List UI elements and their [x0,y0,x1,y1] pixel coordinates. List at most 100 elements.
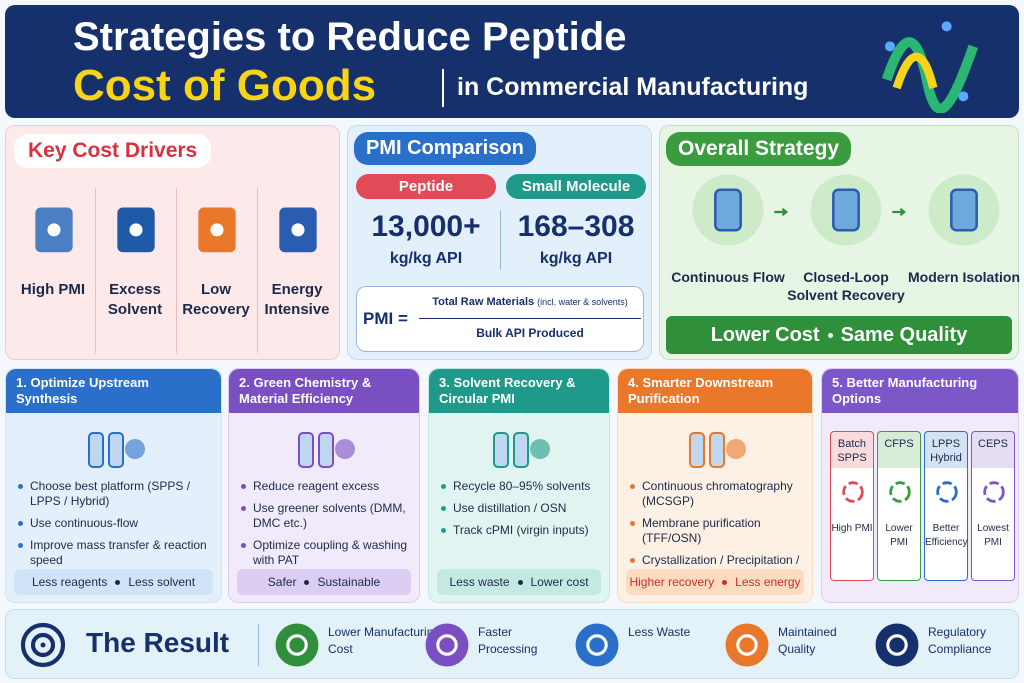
numerator-note: (incl. water & solvents) [537,297,628,307]
strategy-card: 4. Smarter Downstream Purification Contin… [617,368,813,603]
icon [87,432,145,468]
cost-driver-label: High PMI [20,281,86,298]
bullet-list: Choose best platform (SPPS / LPPS / Hybr… [16,479,217,575]
footer-item: Higher recovery [629,575,715,589]
footer-item: Sustainable [317,575,381,589]
bullet-text: Continuous chromatography (MCSGP) [642,479,793,508]
bullet-item: Reduce reagent excess [239,479,415,494]
strategy-step: Continuous Flow [671,269,785,285]
section-title: Overall Strategy [666,132,852,166]
option-note: Better Efficiency [925,523,968,548]
strategy-panel: Overall Strategy Continuous Flow Closed-Lo… [659,125,1020,360]
bullet-text: Optimize coupling & washing with PAT [253,538,408,567]
icon [575,623,619,667]
bullet-text: Improve mass transfer & reaction speed [30,538,207,567]
cost-driver: High PMI [14,188,92,353]
title-line1: Strategies to Reduce Peptide [73,15,627,59]
option: CFPS Lower PMI [877,431,921,581]
pmi-unit: kg/kg API [389,250,463,267]
bullet-dot [18,521,23,526]
bullet-text: Recycle 80–95% solvents [453,479,591,493]
bullet-text: Choose best platform (SPPS / LPPS / Hybr… [30,479,191,508]
subtitle: in Commercial Manufacturing [457,73,809,101]
result-item: Less Waste [628,625,691,639]
pmi-value: 13,000+ [371,210,481,243]
icon [425,623,469,667]
footer-item: Safer [267,575,297,589]
icon [279,207,317,253]
icon [692,174,764,246]
option-name: LPPS Hybrid [925,432,967,468]
icon [689,432,746,468]
section-title: Key Cost Drivers [14,134,212,168]
bullet-text: Use greener solvents (DMM, DMC etc.) [253,501,406,530]
pmi-panel: PMI Comparison Peptide 13,000+ kg/kg API Sma… [347,125,652,360]
icon [983,481,1005,503]
card-title: 4. Smarter Downstream Purification [618,369,812,413]
bullet-text: Track cPMI (virgin inputs) [453,523,589,537]
icon [842,481,864,503]
icon [881,21,979,113]
bullet-item: Optimize coupling & washing with PAT [239,538,415,568]
bullet-item: Continuous chromatography (MCSGP) [628,479,808,509]
card-title: 2. Green Chemistry & Material Efficiency [229,369,419,413]
option-note: Lowest PMI [977,523,1009,548]
separator-dot [722,580,728,586]
bullet-item: Choose best platform (SPPS / LPPS / Hybr… [16,479,217,509]
option-name: Batch SPPS [831,432,873,468]
divider [442,69,444,107]
bullet-text: Use continuous-flow [30,516,139,530]
bullet-text: Reduce reagent excess [253,479,380,493]
section-title: PMI Comparison [354,132,536,165]
result-item: Faster Processing [478,625,538,656]
strategy-card: 1. Optimize Upstream Synthesis Choose bes… [5,368,222,603]
banner-item: Lower Cost [710,324,820,346]
formula-denominator: Bulk API Produced [476,326,584,340]
formula-lhs: PMI = [363,309,408,328]
separator-dot [115,580,121,586]
option: CEPS Lowest PMI [971,431,1015,581]
result-item: Lower Manufacturing Cost [328,625,441,656]
formula-box: PMI = Total Raw Materials (incl. water & s… [356,286,644,352]
option: Batch SPPS High PMI [830,431,874,581]
bullet-dot [241,506,246,511]
numerator-text: Total Raw Materials [432,296,535,308]
icon [275,623,319,667]
result-item: Maintained Quality [778,625,837,656]
bullet-item: Use distillation / OSN [439,501,605,516]
bullet-dot [630,521,635,526]
card-footer: Safer Sustainable [237,569,411,595]
bullet-item: Track cPMI (virgin inputs) [439,523,605,538]
card-footer: Higher recovery Less energy [626,569,804,595]
cost-driver: Excess Solvent [95,188,173,353]
pmi-unit: kg/kg API [539,250,613,267]
icon [936,481,958,503]
bullet-dot [630,558,635,563]
title-line2: Cost of Goods [73,61,377,110]
bullet-item: Recycle 80–95% solvents [439,479,605,494]
icon [117,207,155,253]
pmi-value: 168–308 [517,210,635,243]
option-note: High PMI [831,523,873,534]
card-footer: Less reagents Less solvent [14,569,213,595]
cost-driver: Low Recovery [176,188,254,353]
card-footer: Less waste Lower cost [437,569,601,595]
bullet-text: Use distillation / OSN [453,501,567,515]
strategy-card: 2. Green Chemistry & Material Efficiency… [228,368,420,603]
footer-item: Lower cost [530,575,589,589]
icon [20,622,66,668]
banner-item: Same Quality [840,324,968,346]
strategy-banner: Lower Cost Same Quality [666,316,1012,354]
header: Strategies to Reduce Peptide Cost of Good… [5,5,1019,118]
footer-item: Less energy [735,575,801,589]
icon [725,623,769,667]
cost-driver-label: Energy Intensive [264,281,330,318]
bullet-dot [441,528,446,533]
icon [889,481,911,503]
pmi-label: Small Molecule [506,174,646,199]
icon [774,207,789,217]
icon [810,174,882,246]
separator-dot [827,333,833,339]
bullet-item: Membrane purification (TFF/OSN) [628,516,808,546]
